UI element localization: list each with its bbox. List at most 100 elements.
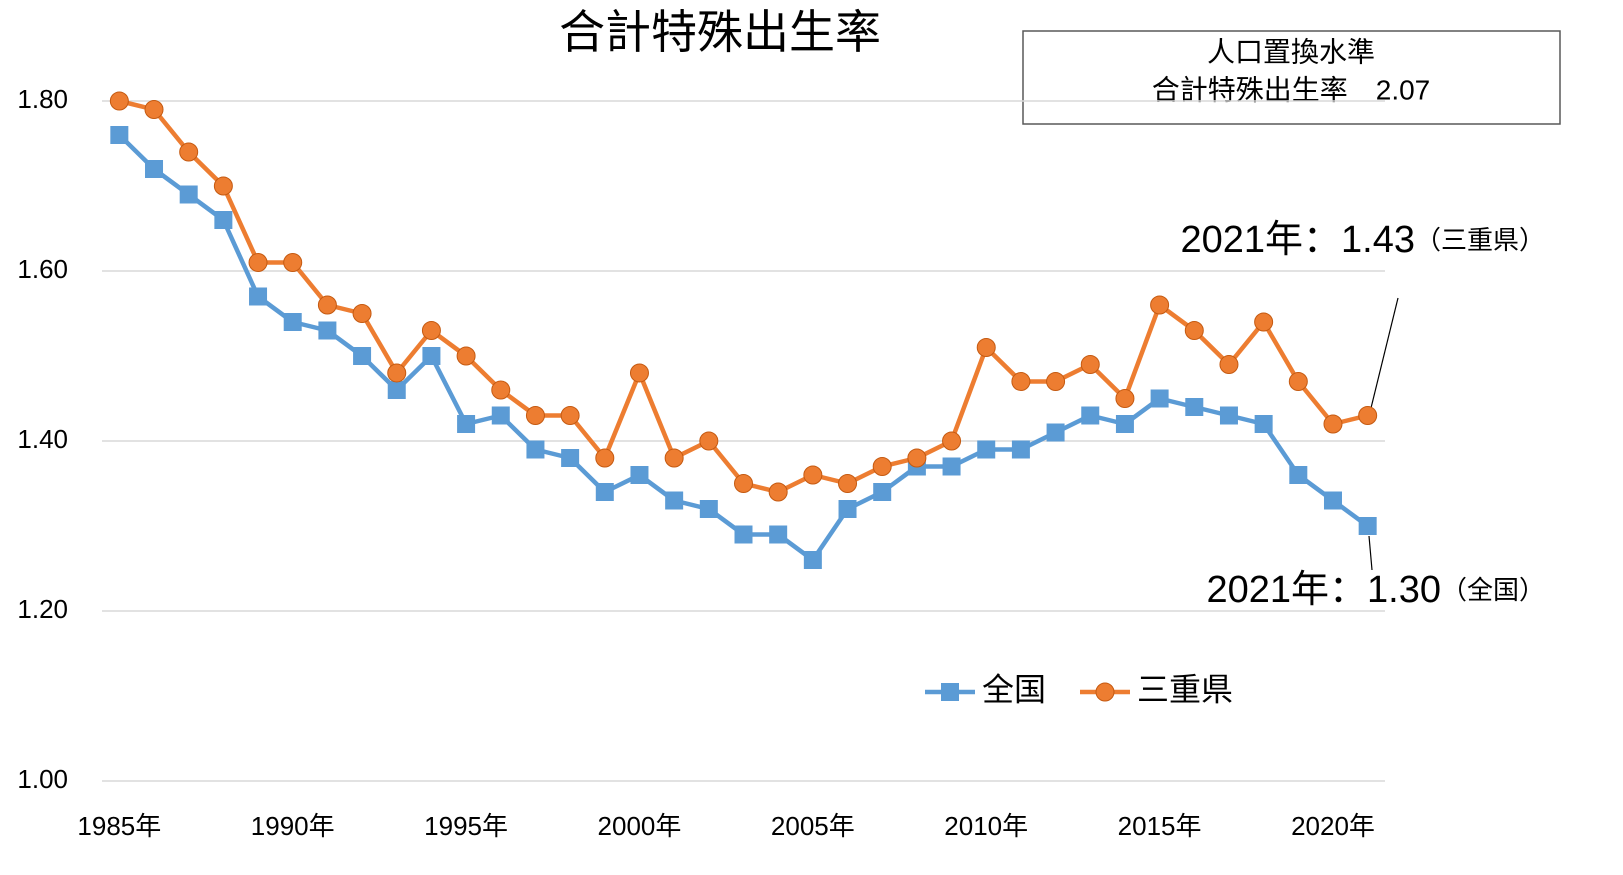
marker bbox=[1219, 355, 1239, 374]
marker bbox=[803, 551, 822, 569]
marker bbox=[769, 525, 788, 544]
marker bbox=[595, 483, 614, 501]
marker bbox=[734, 525, 753, 544]
annotation-text: 人口置換水準 bbox=[1207, 36, 1375, 67]
annotation-text: （全国） bbox=[1441, 575, 1545, 605]
annotation-text: （三重県） bbox=[1415, 225, 1545, 255]
chart-title: 合計特殊出生率 bbox=[559, 6, 881, 58]
marker bbox=[1080, 355, 1100, 374]
marker bbox=[595, 448, 615, 468]
marker bbox=[491, 380, 511, 400]
marker bbox=[629, 363, 649, 383]
marker bbox=[110, 126, 129, 144]
marker bbox=[317, 295, 337, 315]
marker bbox=[1150, 295, 1170, 315]
marker bbox=[1115, 415, 1134, 433]
annotation-label: 2021年：1.43（三重県） bbox=[1180, 219, 1545, 261]
marker bbox=[353, 347, 372, 365]
series-line bbox=[118, 98, 1369, 495]
marker bbox=[1358, 406, 1378, 425]
legend-label: 全国 bbox=[982, 671, 1046, 707]
marker bbox=[630, 466, 649, 484]
x-tick-label: 2005年 bbox=[771, 811, 855, 841]
marker bbox=[907, 448, 927, 468]
marker bbox=[1254, 312, 1274, 332]
marker bbox=[144, 100, 164, 119]
marker bbox=[768, 482, 788, 502]
marker bbox=[976, 338, 996, 357]
marker bbox=[1046, 423, 1065, 442]
series-line bbox=[117, 133, 1369, 563]
marker bbox=[283, 313, 302, 331]
y-tick-label: 1.00 bbox=[17, 764, 68, 794]
marker bbox=[803, 465, 823, 485]
marker bbox=[456, 346, 476, 366]
marker bbox=[526, 440, 545, 459]
legend-marker bbox=[941, 683, 959, 701]
x-tick-label: 1995年 bbox=[424, 811, 508, 841]
marker bbox=[422, 347, 441, 365]
x-tick-label: 2015年 bbox=[1118, 811, 1202, 841]
marker bbox=[179, 185, 198, 204]
marker bbox=[838, 474, 858, 493]
marker bbox=[699, 500, 718, 518]
marker bbox=[214, 211, 233, 229]
marker bbox=[387, 363, 407, 383]
leader-line bbox=[1368, 535, 1373, 571]
y-tick-label: 1.60 bbox=[17, 254, 68, 284]
marker bbox=[352, 304, 372, 323]
annotation-text: 合計特殊出生率 2.07 bbox=[1152, 74, 1431, 105]
marker bbox=[1219, 406, 1238, 425]
y-tick-label: 1.40 bbox=[17, 424, 68, 454]
marker bbox=[1323, 491, 1342, 510]
marker bbox=[421, 321, 441, 340]
marker bbox=[1323, 414, 1343, 434]
y-tick-label: 1.20 bbox=[17, 594, 68, 624]
marker bbox=[249, 287, 268, 306]
marker bbox=[248, 253, 268, 272]
annotation-box bbox=[1022, 30, 1561, 125]
marker bbox=[1185, 398, 1204, 416]
marker bbox=[318, 321, 337, 340]
marker bbox=[1254, 415, 1273, 433]
marker bbox=[1288, 372, 1308, 391]
x-tick-label: 1990年 bbox=[251, 811, 335, 841]
marker bbox=[561, 449, 580, 467]
marker bbox=[109, 91, 129, 111]
marker bbox=[1184, 321, 1204, 340]
marker bbox=[699, 431, 719, 451]
marker bbox=[283, 253, 303, 272]
marker bbox=[1011, 372, 1031, 391]
marker bbox=[1011, 440, 1030, 459]
marker bbox=[873, 483, 892, 501]
marker bbox=[560, 406, 580, 425]
marker bbox=[665, 491, 684, 510]
marker bbox=[457, 415, 476, 433]
marker bbox=[942, 457, 961, 476]
annotation-text: 2021年：1.43 bbox=[1180, 219, 1415, 261]
marker bbox=[179, 142, 199, 162]
legend-label: 三重県 bbox=[1137, 671, 1233, 707]
x-tick-label: 2000年 bbox=[598, 811, 682, 841]
leader-line bbox=[1370, 297, 1399, 409]
x-tick-label: 1985年 bbox=[77, 811, 161, 841]
marker bbox=[664, 448, 684, 468]
annotation-text: 2021年：1.30 bbox=[1206, 569, 1441, 611]
marker bbox=[1289, 466, 1308, 484]
marker bbox=[145, 160, 164, 178]
annotation-label: 2021年：1.30（全国） bbox=[1206, 569, 1545, 611]
marker bbox=[387, 381, 406, 399]
marker bbox=[872, 457, 892, 476]
marker bbox=[734, 474, 753, 493]
marker bbox=[838, 500, 857, 518]
marker bbox=[1081, 406, 1100, 425]
x-tick-label: 2020年 bbox=[1291, 811, 1375, 841]
marker bbox=[1358, 517, 1377, 535]
marker bbox=[525, 406, 545, 425]
marker bbox=[1150, 389, 1169, 408]
marker bbox=[1115, 389, 1135, 408]
marker bbox=[213, 176, 233, 196]
marker bbox=[977, 440, 996, 459]
y-tick-label: 1.80 bbox=[17, 84, 68, 114]
